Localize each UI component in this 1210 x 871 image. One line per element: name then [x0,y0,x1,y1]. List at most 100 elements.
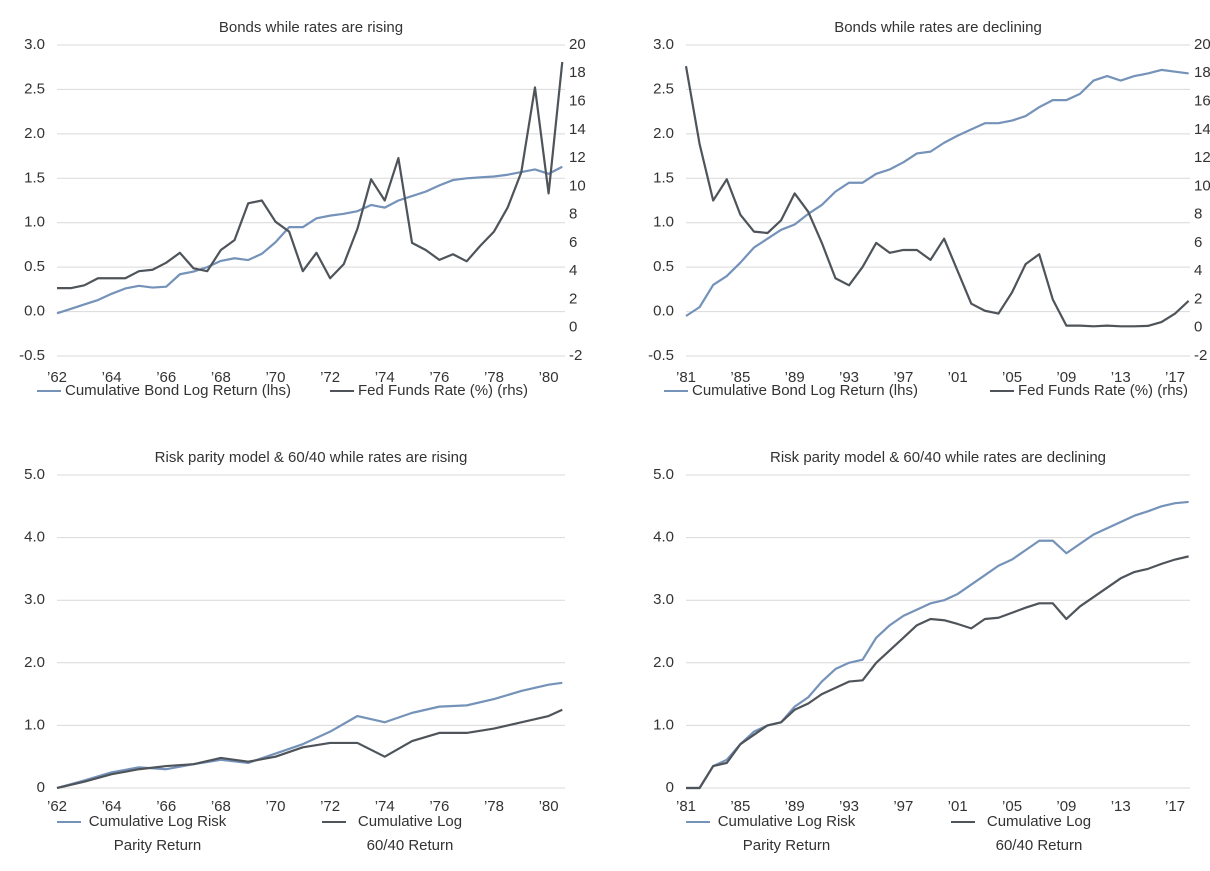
y-tick-label: 1.0 [24,214,45,231]
series-line [56,681,563,790]
x-tick-label: ’13 [1111,369,1131,386]
x-tick-label: ’01 [948,798,968,815]
x-tick-label: ’09 [1056,369,1076,386]
series-line [57,61,564,290]
y2-tick-label: -2 [569,347,582,364]
y-tick-label: 2.5 [24,80,45,97]
legend-label: Cumulative Log 60/40 Return [986,813,1092,854]
x-tick-label: ’68 [211,798,231,815]
legend-swatch [322,821,346,823]
x-tick-label: ’72 [320,369,340,386]
legend-label: Cumulative Log Risk Parity Return [88,813,227,854]
legend-swatch [990,390,1014,392]
y2-tick-label: 6 [1194,234,1202,251]
x-tick-label: ’64 [102,369,122,386]
y2-tick-label: 6 [569,234,577,251]
series-line [686,555,1189,790]
legend-label: Cumulative Bond Log Return (lhs) [692,382,918,399]
x-tick-label: ’70 [265,369,285,386]
y-tick-label: 4.0 [653,529,674,546]
x-tick-label: ’13 [1111,798,1131,815]
y-tick-label: 1.0 [653,214,674,231]
series-line [56,708,563,790]
y-tick-label: 2.0 [24,654,45,671]
y2-tick-label: 18 [569,64,586,81]
legend-label: Fed Funds Rate (%) (rhs) [1018,382,1189,399]
y-tick-label: 3.0 [653,591,674,608]
y2-tick-label: 14 [569,121,586,138]
y-tick-label: -0.5 [648,347,674,364]
x-tick-label: ’09 [1056,798,1076,815]
y-tick-label: 0 [37,779,45,796]
y-tick-label: 0.0 [653,303,674,320]
legend-swatch [686,821,710,823]
y2-tick-label: 10 [569,177,586,194]
legend-item: Fed Funds Rate (%) (rhs) [990,379,1188,403]
y-tick-label: 1.0 [653,716,674,733]
y-tick-label: 0 [666,779,674,796]
x-tick-label: ’62 [47,798,67,815]
y-tick-label: 2.0 [653,654,674,671]
y2-tick-label: 16 [1194,93,1210,110]
y2-tick-label: 20 [569,36,586,53]
legend-swatch [664,390,688,392]
legend-item: Cumulative Bond Log Return (lhs) [37,379,291,403]
y2-tick-label: 20 [1194,36,1210,53]
legend-label: Cumulative Bond Log Return (lhs) [65,382,291,399]
legend-label: Fed Funds Rate (%) (rhs) [358,382,529,399]
chart-title: Risk parity model & 60/40 while rates ar… [770,449,1106,466]
series-line [684,66,1190,328]
x-tick-label: ’72 [320,798,340,815]
y-tick-label: 3.0 [24,36,45,53]
y-tick-label: 0.0 [24,303,45,320]
y-tick-label: 3.0 [653,36,674,53]
y2-tick-label: 8 [1194,206,1202,223]
y2-tick-label: -2 [1194,347,1207,364]
legend-swatch [330,390,354,392]
x-tick-label: ’68 [211,369,231,386]
x-tick-label: ’76 [429,369,449,386]
x-tick-label: ’17 [1165,369,1185,386]
y-tick-label: 4.0 [24,529,45,546]
x-tick-label: ’93 [839,369,859,386]
legend-item: Cumulative Log 60/40 Return [951,810,1099,858]
legend-swatch [37,390,61,392]
legend-label: Cumulative Log 60/40 Return [357,813,463,854]
x-tick-label: ’85 [730,369,750,386]
legend-item: Cumulative Log Risk Parity Return [57,810,230,858]
legend-item: Cumulative Log 60/40 Return [322,810,470,858]
series-line [56,165,563,315]
legend-item: Cumulative Log Risk Parity Return [686,810,859,858]
y-tick-label: 5.0 [24,466,45,483]
y2-tick-label: 2 [1194,290,1202,307]
x-tick-label: ’89 [785,369,805,386]
x-tick-label: ’62 [47,369,67,386]
x-tick-label: ’70 [265,798,285,815]
x-tick-label: ’97 [893,798,913,815]
legend-swatch [951,821,975,823]
y2-tick-label: 8 [569,206,577,223]
chart-title: Bonds while rates are rising [219,19,403,36]
x-tick-label: ’74 [375,798,395,815]
y-tick-label: -0.5 [19,347,45,364]
series-line [685,68,1189,317]
x-tick-label: ’76 [429,798,449,815]
y-tick-label: 2.0 [24,125,45,142]
x-tick-label: ’01 [948,369,968,386]
y2-tick-label: 12 [569,149,586,166]
x-tick-label: ’78 [484,798,504,815]
x-tick-label: ’78 [484,369,504,386]
y2-tick-label: 14 [1194,121,1210,138]
y2-tick-label: 2 [569,290,577,307]
y-tick-label: 1.5 [24,169,45,186]
x-tick-label: ’97 [893,369,913,386]
y2-tick-label: 4 [569,262,577,279]
series-line [686,500,1189,790]
y-tick-label: 1.5 [653,169,674,186]
chart-title: Bonds while rates are declining [834,19,1042,36]
x-tick-label: ’81 [676,798,696,815]
legend-item: Fed Funds Rate (%) (rhs) [330,379,528,403]
x-tick-label: ’64 [102,798,122,815]
legend-label: Cumulative Log Risk Parity Return [717,813,856,854]
